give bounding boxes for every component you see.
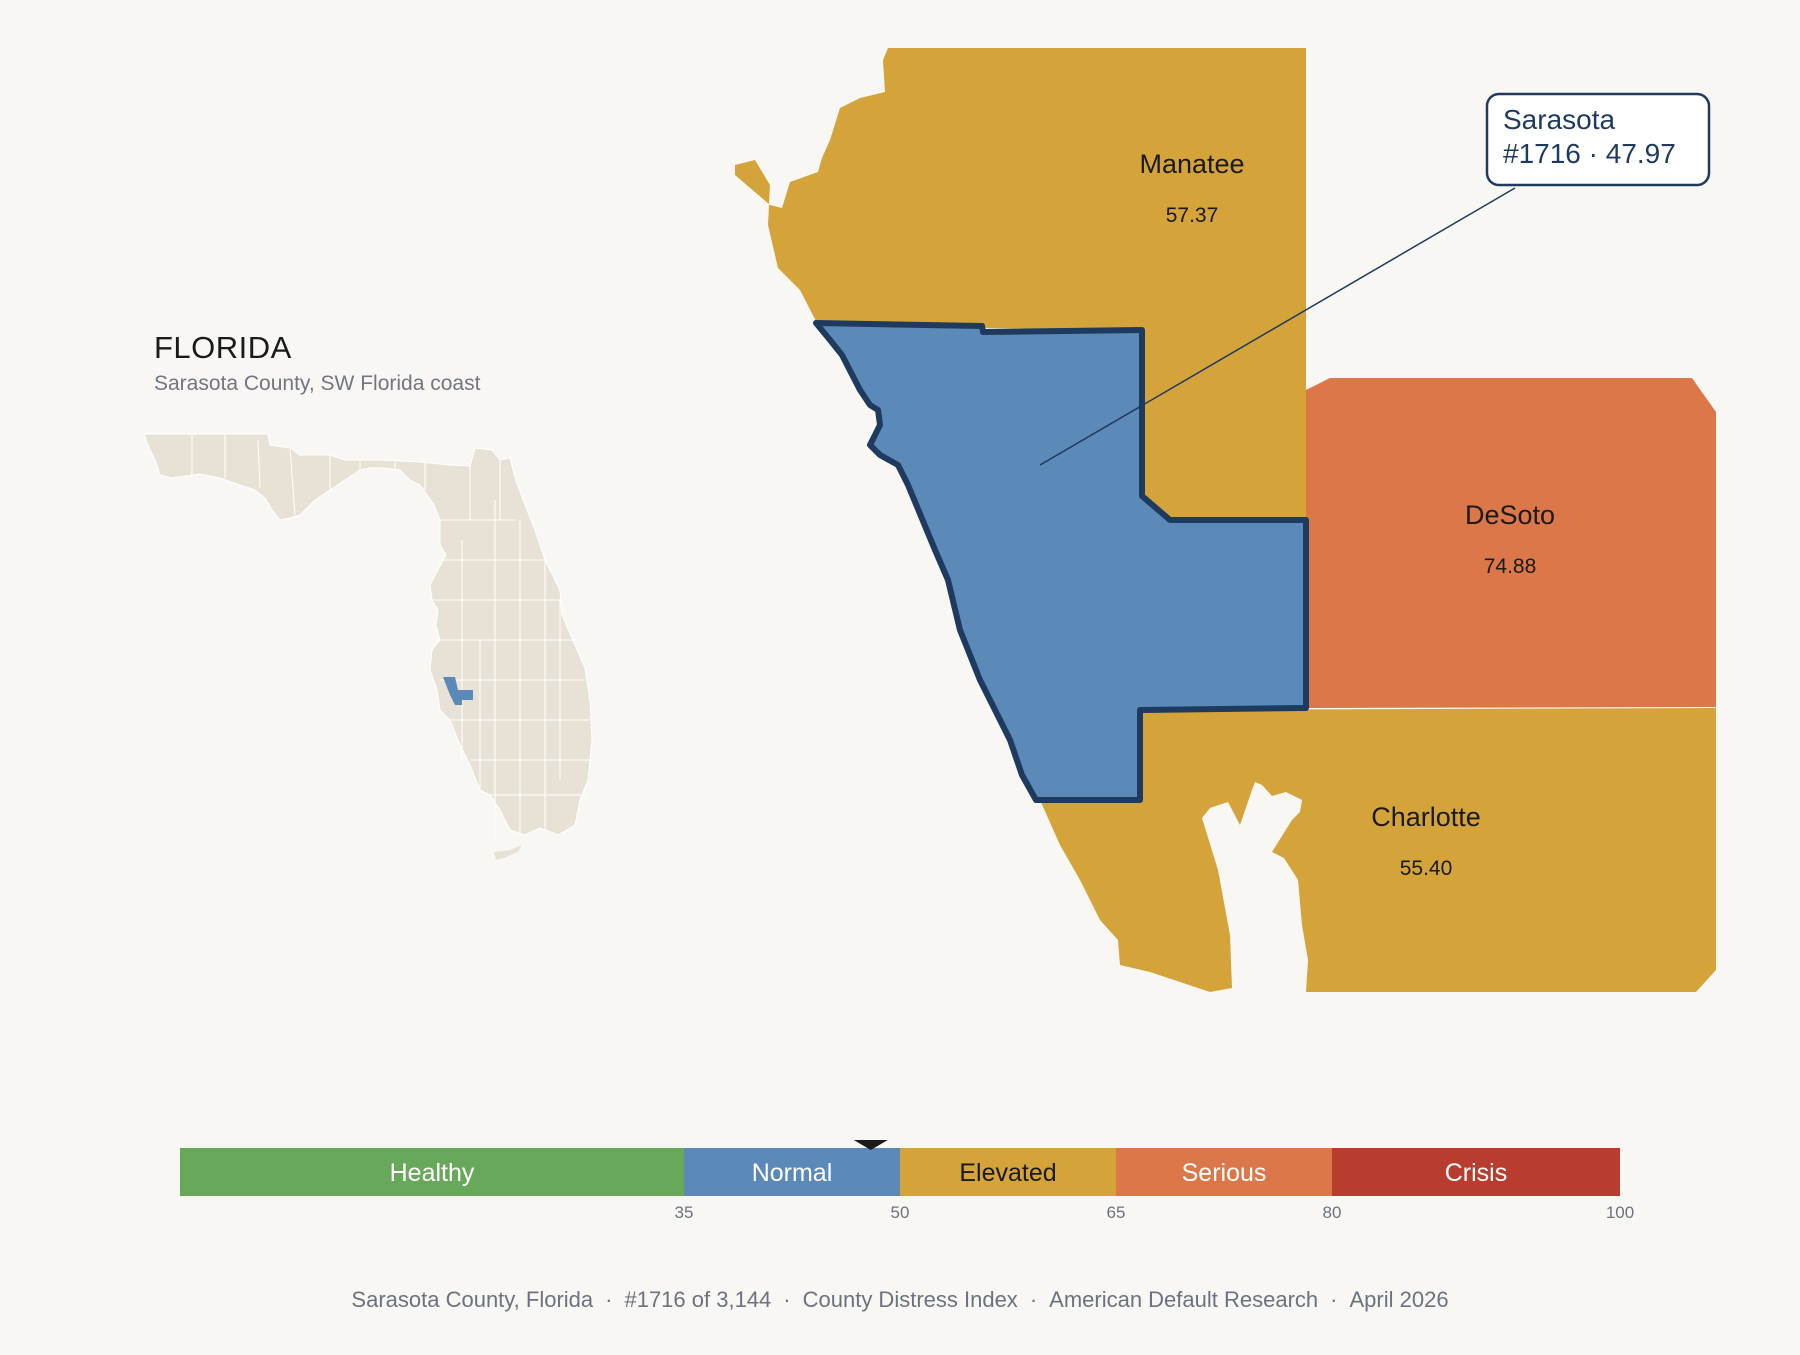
florida-county-lines — [191, 434, 592, 840]
legend-tick-65: 65 — [1107, 1203, 1126, 1222]
florida-inset-map — [143, 433, 593, 860]
legend-band-label-normal: Normal — [752, 1159, 833, 1187]
county-charlotte[interactable] — [1025, 708, 1716, 992]
legend-band-label-serious: Serious — [1182, 1159, 1267, 1187]
footer-rank: #1716 of 3,144 — [624, 1287, 772, 1312]
florida-keys — [494, 845, 522, 860]
legend-tick-80: 80 — [1323, 1203, 1342, 1222]
callout-box — [1485, 92, 1711, 187]
state-subtitle: Sarasota County, SW Florida coast — [154, 372, 481, 395]
footer-date: April 2026 — [1349, 1287, 1449, 1312]
distress-scale-legend: Healthy Normal Elevated Serious Crisis 35 50 65… — [180, 1140, 1634, 1222]
legend-band-label-healthy: Healthy — [390, 1159, 475, 1187]
county-sarasota[interactable] — [813, 320, 1309, 803]
legend-tick-35: 35 — [675, 1203, 694, 1222]
county-manatee[interactable] — [735, 48, 1306, 520]
county-desoto[interactable] — [1306, 378, 1716, 708]
legend-band-healthy — [180, 1148, 684, 1196]
footer-caption: Sarasota County, Florida · #1716 of 3,144 ·… — [351, 1287, 1449, 1312]
county-label-manatee: Manatee — [1139, 149, 1244, 179]
county-score-desoto: 74.88 — [1484, 555, 1537, 578]
county-label-charlotte: Charlotte — [1371, 802, 1481, 832]
legend-band-crisis — [1332, 1148, 1620, 1196]
legend-score-marker — [853, 1140, 888, 1150]
footer-index: County Distress Index — [802, 1287, 1018, 1312]
callout-leader — [1039, 187, 1516, 466]
callout-name: Sarasota — [1503, 104, 1615, 135]
legend-tick-50: 50 — [891, 1203, 910, 1222]
legend-band-normal — [684, 1148, 900, 1196]
county-label-desoto: DeSoto — [1465, 500, 1555, 530]
legend-tick-100: 100 — [1606, 1203, 1634, 1222]
callout-rank-score: #1716 · 47.97 — [1503, 138, 1676, 169]
state-title: FLORIDA — [154, 330, 292, 365]
legend-band-serious — [1116, 1148, 1332, 1196]
footer-source: American Default Research — [1049, 1287, 1319, 1312]
county-score-charlotte: 55.40 — [1400, 857, 1453, 880]
legend-band-label-crisis: Crisis — [1445, 1159, 1508, 1187]
inset-highlight-sarasota — [443, 677, 473, 705]
footer-location: Sarasota County, Florida — [351, 1287, 594, 1312]
legend-band-elevated — [900, 1148, 1116, 1196]
legend-band-label-elevated: Elevated — [959, 1159, 1056, 1187]
county-score-manatee: 57.37 — [1166, 204, 1219, 227]
florida-outline — [143, 433, 593, 836]
